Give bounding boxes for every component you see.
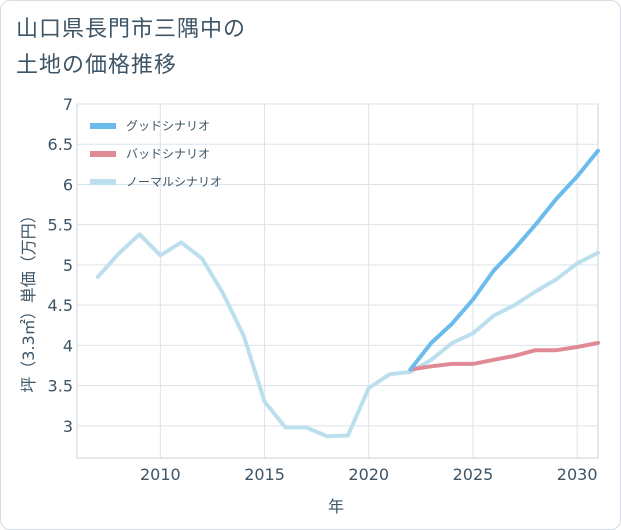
x-axis-label: 年 xyxy=(328,497,344,516)
series-lines xyxy=(95,148,600,439)
x-tick-label: 2025 xyxy=(453,465,494,484)
legend-label: グッドシナリオ xyxy=(126,119,210,133)
legend-label: ノーマルシナリオ xyxy=(126,175,222,189)
y-tick-label: 4 xyxy=(63,336,73,355)
y-tick-label: 7 xyxy=(63,95,73,114)
x-tick-label: 2015 xyxy=(244,465,285,484)
x-tick-label: 2030 xyxy=(557,465,598,484)
series-line-0 xyxy=(408,148,600,372)
plot-area xyxy=(76,103,599,459)
y-tick-label: 5.5 xyxy=(48,216,73,235)
y-tick-label: 3 xyxy=(63,417,73,436)
axes: 3 3.5 4 4.5 5 5.5 6 6.5 7 2010 2015 2020 2025 2030 xyxy=(48,95,598,484)
grid xyxy=(76,103,599,459)
y-tick-label: 4.5 xyxy=(48,296,73,315)
series-line-1 xyxy=(408,340,600,372)
y-tick-label: 6.5 xyxy=(48,135,73,154)
chart-title: 山口県長門市三隅中の 土地の価格推移 xyxy=(16,17,247,78)
legend-label: バッドシナリオ xyxy=(126,147,210,161)
y-tick-label: 3.5 xyxy=(48,377,73,396)
x-tick-label: 2010 xyxy=(140,465,181,484)
x-tick-label: 2020 xyxy=(348,465,389,484)
y-tick-label: 6 xyxy=(63,175,73,194)
y-axis-label: 坪（3.3㎡）単価（万円） xyxy=(19,207,38,392)
series-line-2 xyxy=(95,232,600,439)
y-tick-label: 5 xyxy=(63,256,73,275)
